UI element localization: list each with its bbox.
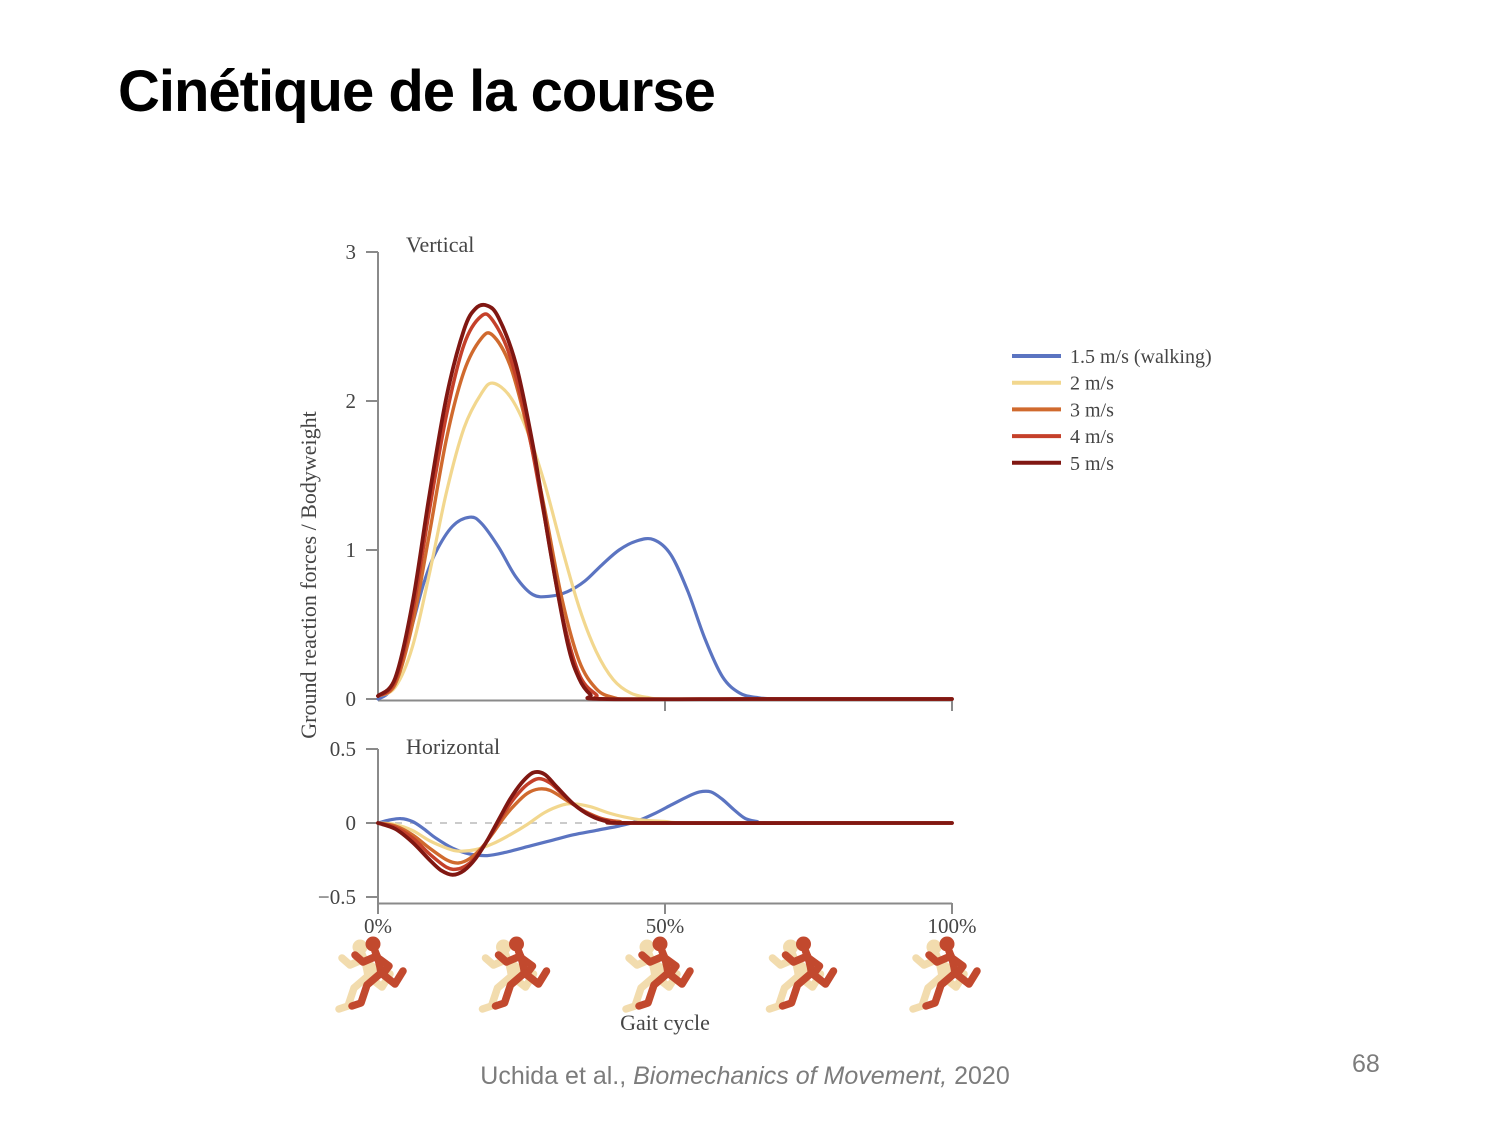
citation-prefix: Uchida et al., [480,1062,634,1090]
series-line-5-m-s [376,302,954,702]
horizontal-ytick-label-neg05: −0.5 [318,885,356,909]
xtick-label-100: 100% [928,914,977,938]
xtick-label-50: 50% [646,914,685,938]
page-number: 68 [1352,1050,1380,1078]
legend-label-4: 5 m/s [1070,453,1114,475]
runner-icon-1 [483,937,547,1010]
citation: Uchida et al., Biomechanics of Movement,… [480,1062,1009,1091]
vertical-ytick-label-2: 2 [346,389,357,413]
x-axis-label: Gait cycle [620,1010,710,1035]
runner-icon-0 [339,937,403,1010]
slide-title: Cinétique de la course [118,59,716,124]
series-line-2-m-s [376,381,954,701]
xtick-label-0: 0% [364,914,392,938]
citation-suffix: 2020 [947,1062,1010,1090]
legend-label-1: 2 m/s [1070,373,1114,395]
horizontal-chart-title: Horizontal [406,734,500,759]
horizontal-chart: 0.5 0 −0.5 Horizontal 0% 50% 100% [318,734,977,938]
series-line-1.5-m-s-walking- [376,515,954,701]
legend: 1.5 m/s (walking) 2 m/s 3 m/s 4 m/s 5 m/s [1012,346,1212,475]
runner-icon-2 [626,937,690,1010]
runner-icon-4 [913,937,977,1010]
vertical-ytick-label-1: 1 [346,538,357,562]
citation-book-title: Biomechanics of Movement, [633,1062,948,1090]
horizontal-ytick-label-05: 0.5 [330,737,356,761]
y-axis-label: Ground reaction forces / Bodyweight [296,411,321,738]
legend-label-3: 4 m/s [1070,426,1114,448]
horizontal-series-group [376,770,954,877]
runner-icon-3 [770,937,834,1010]
series-line-1.5-m-s-walking- [376,789,954,858]
vertical-series-group [376,302,954,702]
legend-label-0: 1.5 m/s (walking) [1070,346,1212,368]
series-line-3-m-s [376,331,954,701]
series-line-2-m-s [376,802,954,853]
vertical-chart: 3 2 1 0 Vertical [346,232,954,711]
series-line-5-m-s [376,770,954,877]
vertical-ytick-label-3: 3 [346,240,357,264]
runner-row [339,937,977,1010]
vertical-chart-title: Vertical [406,232,474,257]
horizontal-ytick-label-0: 0 [346,811,357,835]
legend-label-2: 3 m/s [1070,399,1114,421]
vertical-ytick-label-0: 0 [346,687,357,711]
